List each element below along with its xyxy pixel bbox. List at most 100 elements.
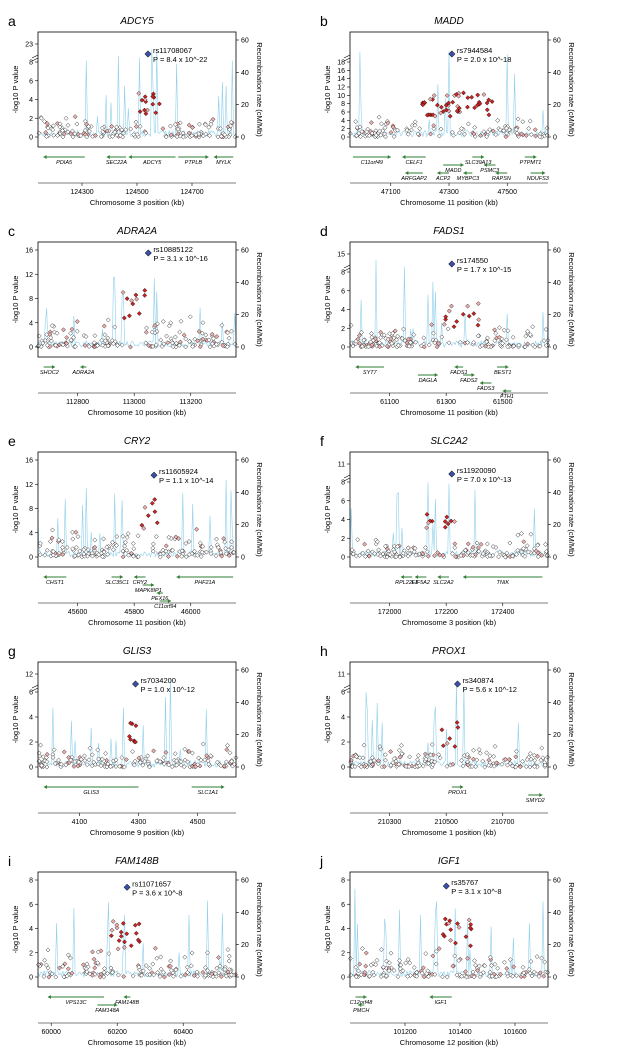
x-tick-label: 172400 [491, 609, 514, 616]
snp-point [389, 341, 395, 346]
snp-point [383, 543, 388, 549]
snp-point [516, 342, 522, 348]
snp-point [511, 343, 517, 349]
lead-snp-point [150, 471, 158, 479]
y-tick-label: 14 [337, 76, 345, 83]
snp-point [444, 514, 450, 520]
snp-point [142, 97, 148, 103]
y2-tick-label: 60 [553, 458, 561, 465]
snp-point [92, 537, 98, 543]
snp-point [166, 972, 172, 977]
snp-point [449, 303, 454, 309]
snp-point [41, 974, 47, 979]
snp-point [490, 553, 496, 558]
snp-point [65, 966, 71, 972]
snp-point [206, 124, 212, 130]
snp-point [190, 125, 195, 130]
snp-point [461, 90, 466, 96]
snp-point [50, 552, 56, 558]
lead-snp-pvalue: P = 1.0 x 10^-12 [141, 685, 195, 694]
snp-point [354, 133, 360, 138]
snp-point [390, 330, 396, 336]
gene-name: PMCH [353, 1008, 369, 1014]
snp-point [113, 764, 119, 769]
snp-point [82, 128, 88, 133]
y2-tick-label: 0 [241, 765, 245, 772]
snp-point [510, 334, 516, 340]
snp-point [413, 339, 418, 345]
snp-point [466, 917, 472, 923]
snp-point [387, 552, 393, 558]
snp-point [440, 109, 446, 114]
snp-point [444, 93, 450, 98]
snp-point [215, 545, 221, 550]
snp-point [465, 104, 470, 110]
snp-point [76, 552, 81, 558]
snp-point [109, 124, 115, 129]
snp-point [400, 550, 406, 556]
snp-point [527, 332, 533, 338]
lead-snp-point [448, 470, 456, 478]
snp-point [466, 313, 472, 319]
snp-point [44, 342, 50, 348]
lead-snp-pvalue: P = 7.0 x 10^-13 [457, 475, 511, 484]
x-tick-label: 4500 [190, 819, 206, 826]
snp-point [139, 972, 144, 978]
gene-name: C11orf94 [154, 604, 176, 610]
snp-point [452, 744, 458, 749]
snp-point [114, 132, 120, 138]
snp-point [431, 123, 437, 128]
y2-tick-label: 0 [553, 765, 557, 772]
snp-point [82, 753, 87, 759]
snp-point [369, 755, 375, 761]
snp-point [376, 761, 381, 767]
y2-tick-label: 60 [553, 38, 561, 45]
snp-point [517, 764, 523, 770]
plot-frame [349, 871, 549, 988]
x-tick-label: 112800 [66, 399, 89, 406]
y2-axis-label: Recombination rate (cM/Mb) [255, 42, 264, 137]
snp-point [530, 324, 536, 330]
gene-arrow-icon [43, 575, 47, 579]
gene-arrow-icon [167, 599, 171, 603]
snp-point [73, 344, 78, 349]
y-axis-label: -log10 P value [11, 276, 20, 324]
snp-point [102, 332, 108, 338]
snp-point [469, 764, 475, 769]
snp-point [76, 759, 82, 765]
snp-point [182, 954, 188, 960]
snp-point [37, 552, 43, 558]
snp-point [168, 958, 173, 964]
snp-point [429, 322, 434, 328]
gene-arrow-icon [80, 365, 84, 369]
snp-point [45, 965, 51, 971]
gene-arrow-icon [47, 995, 51, 999]
snp-point [495, 118, 500, 123]
snp-point [421, 974, 427, 980]
snp-point [222, 132, 228, 138]
snp-point [87, 745, 93, 751]
snp-point [40, 754, 46, 760]
snp-point [44, 134, 49, 139]
snp-point [164, 333, 169, 339]
lead-snp-point [448, 50, 456, 58]
snp-point [92, 545, 98, 550]
snp-point [525, 329, 530, 334]
gene-title: MADD [434, 16, 463, 27]
snp-point [510, 763, 515, 769]
snp-point [489, 963, 494, 968]
gene-arrow-icon [505, 365, 509, 369]
y-tick-label: 12 [337, 85, 345, 92]
snp-point [475, 102, 480, 108]
snp-point [468, 922, 474, 927]
plot-frame [349, 31, 549, 148]
snp-point [111, 341, 116, 347]
snp-point [92, 333, 98, 339]
y2-tick-label: 0 [553, 555, 557, 562]
snp-point [485, 335, 490, 341]
snp-point [124, 547, 130, 553]
snp-point [91, 956, 97, 962]
snp-point [469, 973, 474, 979]
